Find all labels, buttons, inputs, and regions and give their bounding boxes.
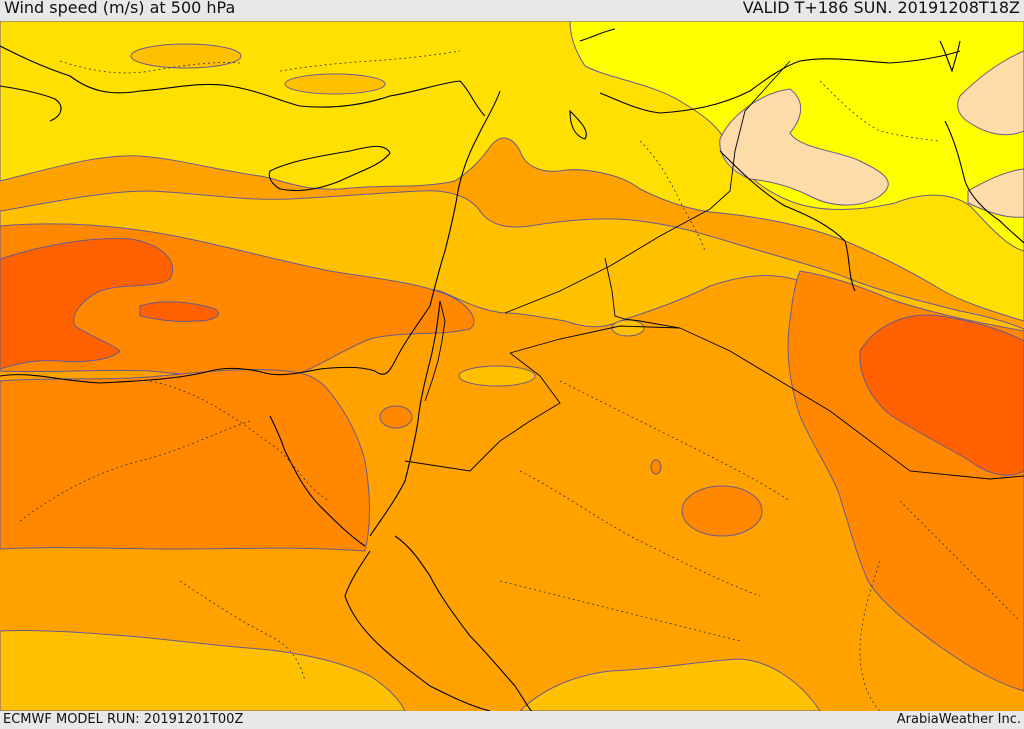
dark-orange-streak-west-2	[139, 301, 219, 322]
peach-patch-north	[719, 88, 889, 206]
golden-region-sw	[0, 629, 406, 711]
country-borders	[404, 60, 1024, 480]
map-area	[0, 21, 1024, 711]
golden-patch-2	[611, 319, 645, 337]
coastlines	[0, 28, 1024, 711]
map-title: Wind speed (m/s) at 500 hPa	[4, 0, 236, 17]
map-footer: ECMWF MODEL RUN: 20191201T00Z ArabiaWeat…	[0, 711, 1024, 729]
orange-patch-3	[650, 459, 662, 475]
golden-region-s	[519, 658, 821, 711]
golden-patch-4	[284, 73, 386, 95]
bright-yellow-region	[569, 21, 1024, 252]
wind-speed-map	[0, 21, 1024, 711]
dark-orange-streak-west	[0, 238, 173, 370]
province-boundaries	[19, 50, 1021, 711]
model-run-label: ECMWF MODEL RUN: 20191201T00Z	[3, 712, 244, 727]
valid-time: VALID T+186 SUN. 20191208T18Z	[742, 0, 1020, 17]
peach-patch-east	[957, 50, 1024, 136]
map-header: Wind speed (m/s) at 500 hPa VALID T+186 …	[0, 0, 1024, 21]
golden-patch-3	[130, 43, 242, 69]
orange-patch-1	[681, 485, 763, 537]
dark-orange-core-east	[859, 314, 1024, 476]
golden-patch-1	[458, 365, 536, 387]
credit-label: ArabiaWeather Inc.	[896, 712, 1021, 727]
peach-patch-far-east	[967, 168, 1024, 218]
orange-region-south	[0, 369, 370, 552]
orange-patch-2	[379, 405, 413, 429]
